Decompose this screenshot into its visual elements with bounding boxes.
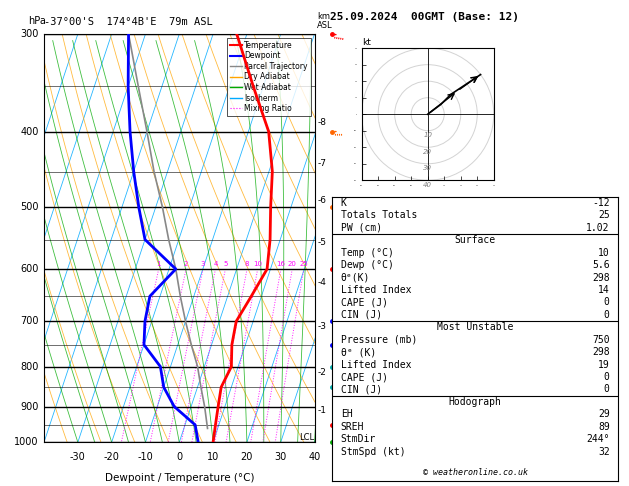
Text: CIN (J): CIN (J) xyxy=(341,310,382,320)
Text: Totals Totals: Totals Totals xyxy=(341,210,417,221)
Text: Mixing Ratio (g/kg): Mixing Ratio (g/kg) xyxy=(345,198,354,278)
Text: 8: 8 xyxy=(245,261,249,267)
Text: θᵉ (K): θᵉ (K) xyxy=(341,347,376,357)
Text: Dewp (°C): Dewp (°C) xyxy=(341,260,394,270)
Text: PW (cm): PW (cm) xyxy=(341,223,382,233)
Text: Pressure (mb): Pressure (mb) xyxy=(341,335,417,345)
Text: Temp (°C): Temp (°C) xyxy=(341,248,394,258)
Text: 500: 500 xyxy=(20,202,38,212)
Text: -3: -3 xyxy=(317,322,326,330)
Text: CIN (J): CIN (J) xyxy=(341,384,382,395)
Text: 30: 30 xyxy=(423,165,432,172)
Text: Most Unstable: Most Unstable xyxy=(437,322,513,332)
Text: 3: 3 xyxy=(201,261,205,267)
Text: K: K xyxy=(341,198,347,208)
Text: -2: -2 xyxy=(317,368,326,378)
Text: -1: -1 xyxy=(317,406,326,415)
Text: -30: -30 xyxy=(70,452,86,463)
Text: 5: 5 xyxy=(223,261,228,267)
Text: 10: 10 xyxy=(423,132,432,139)
Text: 10: 10 xyxy=(253,261,262,267)
Text: 800: 800 xyxy=(20,362,38,372)
Text: © weatheronline.co.uk: © weatheronline.co.uk xyxy=(423,468,528,477)
Text: Lifted Index: Lifted Index xyxy=(341,360,411,370)
Text: -5: -5 xyxy=(317,238,326,247)
Text: CAPE (J): CAPE (J) xyxy=(341,372,387,382)
Text: θᵉ(K): θᵉ(K) xyxy=(341,273,370,283)
Text: Surface: Surface xyxy=(455,235,496,245)
Text: Dewpoint / Temperature (°C): Dewpoint / Temperature (°C) xyxy=(104,473,254,483)
Text: 0: 0 xyxy=(604,310,610,320)
Text: 0: 0 xyxy=(176,452,182,463)
Text: 298: 298 xyxy=(592,273,610,283)
Text: 25: 25 xyxy=(598,210,610,221)
Text: Hodograph: Hodograph xyxy=(448,397,502,407)
Text: 300: 300 xyxy=(20,29,38,39)
Text: 10: 10 xyxy=(598,248,610,258)
Text: 25: 25 xyxy=(299,261,308,267)
Text: EH: EH xyxy=(341,409,352,419)
Text: -10: -10 xyxy=(138,452,153,463)
Text: 16: 16 xyxy=(276,261,286,267)
Text: LCL: LCL xyxy=(299,433,314,441)
Text: 40: 40 xyxy=(308,452,321,463)
Text: 298: 298 xyxy=(592,347,610,357)
Text: 0: 0 xyxy=(604,384,610,395)
Text: km
ASL: km ASL xyxy=(317,12,333,30)
Text: 400: 400 xyxy=(20,126,38,137)
Text: 600: 600 xyxy=(20,264,38,274)
Text: StmSpd (kt): StmSpd (kt) xyxy=(341,447,405,457)
Text: -4: -4 xyxy=(317,278,326,287)
Text: 5.6: 5.6 xyxy=(592,260,610,270)
Text: -12: -12 xyxy=(592,198,610,208)
Text: 20: 20 xyxy=(288,261,297,267)
Text: 700: 700 xyxy=(20,316,38,326)
Text: -6: -6 xyxy=(317,196,326,205)
Text: -20: -20 xyxy=(104,452,120,463)
Text: -7: -7 xyxy=(317,159,326,168)
Text: 89: 89 xyxy=(598,422,610,432)
Text: -8: -8 xyxy=(317,119,326,127)
Text: 0: 0 xyxy=(604,297,610,308)
Text: 0: 0 xyxy=(604,372,610,382)
Text: 244°: 244° xyxy=(586,434,610,444)
Text: CAPE (J): CAPE (J) xyxy=(341,297,387,308)
Text: 750: 750 xyxy=(592,335,610,345)
Text: -37°00'S  174°4B'E  79m ASL: -37°00'S 174°4B'E 79m ASL xyxy=(44,17,213,27)
Text: 32: 32 xyxy=(598,447,610,457)
Text: 900: 900 xyxy=(20,401,38,412)
Text: 40: 40 xyxy=(423,182,432,188)
Text: 4: 4 xyxy=(213,261,218,267)
Text: hPa: hPa xyxy=(28,16,46,26)
Text: 1.02: 1.02 xyxy=(586,223,610,233)
Text: kt: kt xyxy=(362,38,370,48)
Text: 20: 20 xyxy=(241,452,253,463)
Text: StmDir: StmDir xyxy=(341,434,376,444)
Text: 29: 29 xyxy=(598,409,610,419)
Text: 19: 19 xyxy=(598,360,610,370)
Text: 25.09.2024  00GMT (Base: 12): 25.09.2024 00GMT (Base: 12) xyxy=(330,12,519,22)
Text: 1: 1 xyxy=(157,261,161,267)
Text: 2: 2 xyxy=(184,261,188,267)
Text: 10: 10 xyxy=(207,452,219,463)
Text: 14: 14 xyxy=(598,285,610,295)
Legend: Temperature, Dewpoint, Parcel Trajectory, Dry Adiabat, Wet Adiabat, Isotherm, Mi: Temperature, Dewpoint, Parcel Trajectory… xyxy=(227,38,311,116)
Text: 1000: 1000 xyxy=(14,437,38,447)
Text: 20: 20 xyxy=(423,149,432,155)
Text: 30: 30 xyxy=(275,452,287,463)
Text: Lifted Index: Lifted Index xyxy=(341,285,411,295)
Text: SREH: SREH xyxy=(341,422,364,432)
